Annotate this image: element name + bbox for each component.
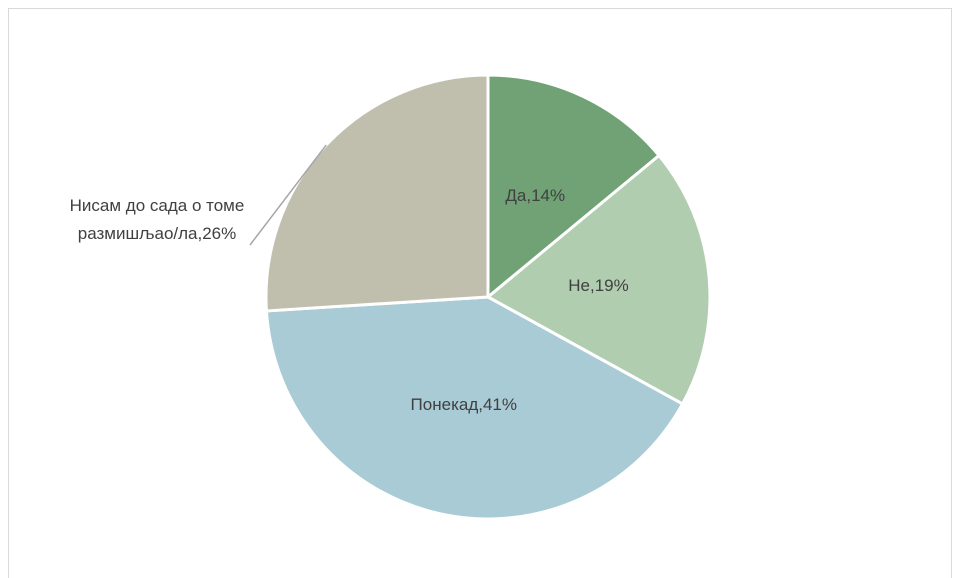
data-label: Не,19% xyxy=(568,276,628,295)
pie-slice xyxy=(264,73,490,313)
pie-slice xyxy=(486,73,662,301)
data-label: Нисам до сада о томе размишљао/ла,26% xyxy=(69,196,245,243)
chart-frame xyxy=(8,8,952,578)
pie-slice xyxy=(264,295,685,521)
data-label: Понекад,41% xyxy=(411,395,517,414)
leader-line xyxy=(249,144,327,246)
pie-slice xyxy=(485,153,712,406)
data-label: Да,14% xyxy=(505,186,565,205)
